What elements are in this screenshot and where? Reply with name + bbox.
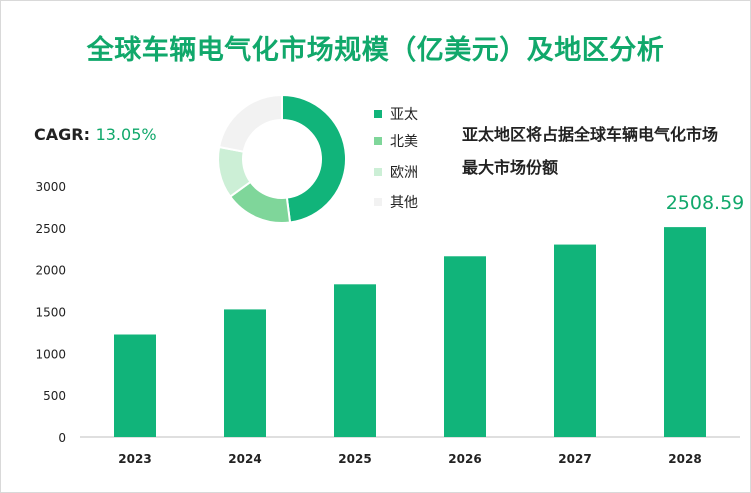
cagr-label: CAGR:: [34, 125, 90, 144]
bar-2028: [664, 227, 706, 437]
y-tick-label: 2000: [35, 264, 66, 278]
donut-slice-0: [281, 93, 347, 224]
legend-label: 北美: [390, 134, 418, 150]
bar-2024: [224, 309, 266, 437]
region-note: 亚太地区将占据全球车辆电气化市场最大市场份额: [462, 125, 719, 177]
x-tick-label: 2027: [558, 452, 591, 466]
x-tick-label: 2028: [668, 452, 701, 466]
y-tick-label: 1500: [35, 306, 66, 320]
y-tick-label: 2500: [35, 222, 66, 236]
legend-label: 亚太: [390, 107, 418, 123]
legend-item: 亚太: [374, 105, 418, 123]
x-tick-label: 2026: [448, 452, 481, 466]
x-tick-label: 2024: [228, 452, 261, 466]
y-tick-label: 3000: [35, 180, 66, 194]
bar-2023: [114, 334, 156, 437]
legend-swatch: [374, 137, 382, 145]
bar-data-label: 2508.59: [666, 192, 745, 214]
legend-swatch: [374, 198, 382, 206]
y-tick-label: 1000: [35, 347, 66, 361]
legend-swatch: [374, 110, 382, 118]
legend-item: 其他: [374, 193, 418, 211]
chart-title: 全球车辆电气化市场规模（亿美元）及地区分析: [86, 35, 665, 66]
bar-2027: [554, 244, 596, 437]
x-tick-label: 2025: [338, 452, 371, 466]
donut-slice-3: [217, 93, 283, 153]
legend-item: 北美: [374, 132, 418, 150]
legend-label: 其他: [390, 195, 418, 211]
cagr-value: 13.05%: [95, 125, 157, 144]
legend-swatch: [374, 168, 382, 176]
bar-2025: [334, 284, 376, 437]
y-tick-label: 0: [58, 431, 66, 445]
legend-item: 欧洲: [374, 163, 418, 181]
x-tick-label: 2023: [118, 452, 151, 466]
y-tick-label: 500: [43, 389, 66, 403]
bar-2026: [444, 256, 486, 437]
legend-label: 欧洲: [390, 165, 418, 181]
cagr-text: CAGR: 13.05%: [34, 125, 157, 144]
